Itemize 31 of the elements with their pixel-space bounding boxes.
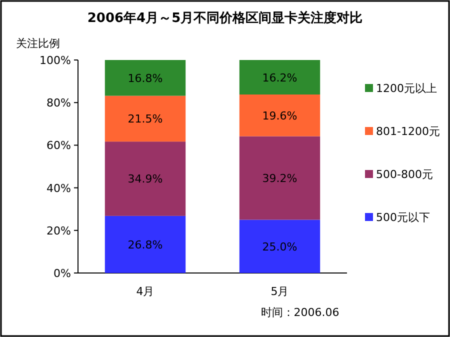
bar bbox=[104, 142, 186, 216]
y-tick-label: 40% bbox=[46, 182, 71, 195]
data-label: 34.9% bbox=[128, 172, 163, 186]
bar bbox=[104, 60, 186, 96]
data-label: 25.0% bbox=[262, 240, 298, 254]
y-tick-label: 0% bbox=[54, 267, 71, 280]
bar bbox=[104, 216, 186, 273]
y-tick-label: 80% bbox=[46, 96, 71, 110]
data-label: 16.2% bbox=[262, 71, 298, 84]
bar bbox=[239, 136, 320, 220]
bar bbox=[239, 94, 320, 136]
chart-title: 2006年4月～5月不同价格区间显卡关注度对比 bbox=[87, 10, 363, 26]
x-tick-label: 5月 bbox=[270, 285, 289, 298]
data-label: 21.5% bbox=[128, 112, 163, 126]
bar bbox=[239, 220, 320, 273]
text: 时间：2006.06 bbox=[260, 306, 340, 319]
legend-label: 500-800元 bbox=[376, 168, 433, 181]
y-axis-title: 关注比例 bbox=[16, 37, 60, 50]
y-tick-label: 100% bbox=[40, 54, 71, 67]
bar bbox=[239, 60, 320, 95]
legend-label: 801-1200元 bbox=[376, 125, 440, 138]
data-label: 16.8% bbox=[128, 72, 163, 85]
bar bbox=[104, 96, 186, 142]
legend-label: 1200元以上 bbox=[376, 82, 437, 95]
x-tick-label: 4月 bbox=[136, 285, 154, 298]
data-label: 26.8% bbox=[128, 238, 163, 252]
data-label: 39.2% bbox=[262, 172, 298, 185]
data-label: 19.6% bbox=[262, 109, 298, 122]
y-tick-label: 20% bbox=[46, 224, 71, 238]
legend-label: 500元以下 bbox=[376, 211, 430, 224]
y-tick-label: 60% bbox=[46, 139, 71, 152]
